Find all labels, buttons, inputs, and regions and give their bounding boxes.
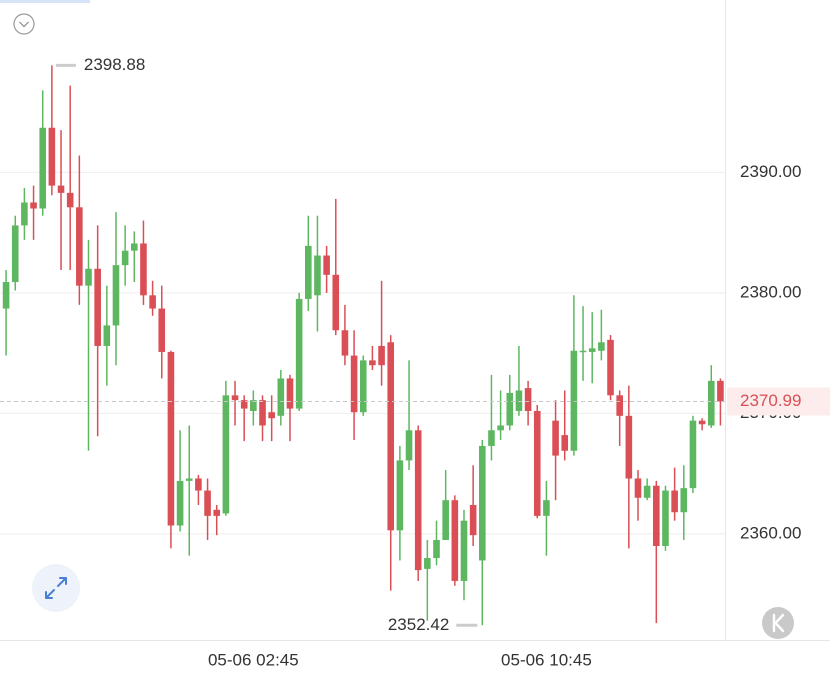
candle-body [85,268,92,286]
candle-body [662,490,669,546]
candle-body [286,378,294,409]
candle-body [11,225,19,283]
candle-body [579,350,587,353]
candle-body [634,478,642,498]
x-tick-label: 05-06 02:45 [208,650,299,669]
candle-body [387,342,395,531]
candle-body [424,558,431,569]
candle-body [103,325,111,346]
candle-body [707,380,715,426]
y-tick-label: 2360.00 [740,523,801,542]
candle-body [552,420,559,456]
candle-body [130,243,138,251]
candle-body [359,360,367,413]
candle-body [442,500,449,540]
candle-body [378,345,385,366]
candle-body [643,485,651,498]
candle-body [277,378,285,416]
candle-body [689,420,697,489]
candle-body [231,395,239,401]
candle-body [149,295,156,309]
candle-body [350,355,358,413]
low-label: 2352.42 [388,615,449,634]
candle-body [497,425,504,431]
candle-body [671,490,678,513]
candle-body [94,268,101,346]
candle-body [570,350,578,451]
candle-body [39,127,47,209]
candle-body [57,185,65,193]
candle-body [533,410,541,516]
last-price-label: 2370.99 [740,391,801,410]
x-tick-label: 05-06 10:45 [501,650,592,669]
candle-body [30,202,37,209]
y-tick-label: 2380.00 [740,282,801,301]
last-price-box [727,387,830,416]
candle-body [222,395,230,514]
candle-body [268,412,275,419]
candle-body [396,460,404,531]
candle-body [195,478,202,491]
candle-body [176,480,184,526]
candle-body [250,400,257,411]
candle-body [295,298,303,409]
candle-body [616,395,623,416]
candle-body [314,255,321,296]
expand-button[interactable] [32,564,80,612]
candle-body [341,330,349,356]
candle-body [213,509,221,516]
candle-body [121,250,129,266]
candle-body [259,400,266,426]
candle-body [524,388,532,411]
candle-body [112,265,120,326]
candle-body [204,490,211,516]
candle-body [332,274,340,331]
candle-body [506,392,514,426]
candle-body [185,478,193,481]
tab-indicator [0,0,90,3]
candle-body [625,415,633,479]
candle-body [488,430,495,446]
candle-body [21,202,28,226]
candle-body [305,245,312,299]
kline-button[interactable] [762,607,794,639]
candle-body [607,339,614,396]
candle-body [240,400,248,409]
candle-body [158,308,166,352]
candle-body [469,505,477,536]
candle-body [140,243,147,296]
candle-body [561,435,569,451]
candle-body [414,430,422,571]
candle-body [76,207,83,286]
candle-body [680,488,688,513]
candle-body [598,342,605,351]
candle-body [66,192,74,208]
candle-body [460,520,468,581]
candle-body [543,500,550,516]
high-label: 2398.88 [84,55,145,74]
candle-body [451,500,459,581]
candle-body [323,255,330,275]
candle-body [479,445,486,561]
candle-body [698,420,706,425]
candle-body [405,430,413,461]
candle-body [588,348,596,352]
collapse-button[interactable] [13,13,35,35]
candle-body [369,360,376,366]
candle-body [717,380,724,402]
candle-body [433,539,440,559]
candle-body [48,127,56,186]
candle-body [515,390,523,411]
candle-body [167,351,175,526]
candle-body [653,485,660,546]
candle-body [2,282,10,309]
y-tick-label: 2390.00 [740,162,801,181]
